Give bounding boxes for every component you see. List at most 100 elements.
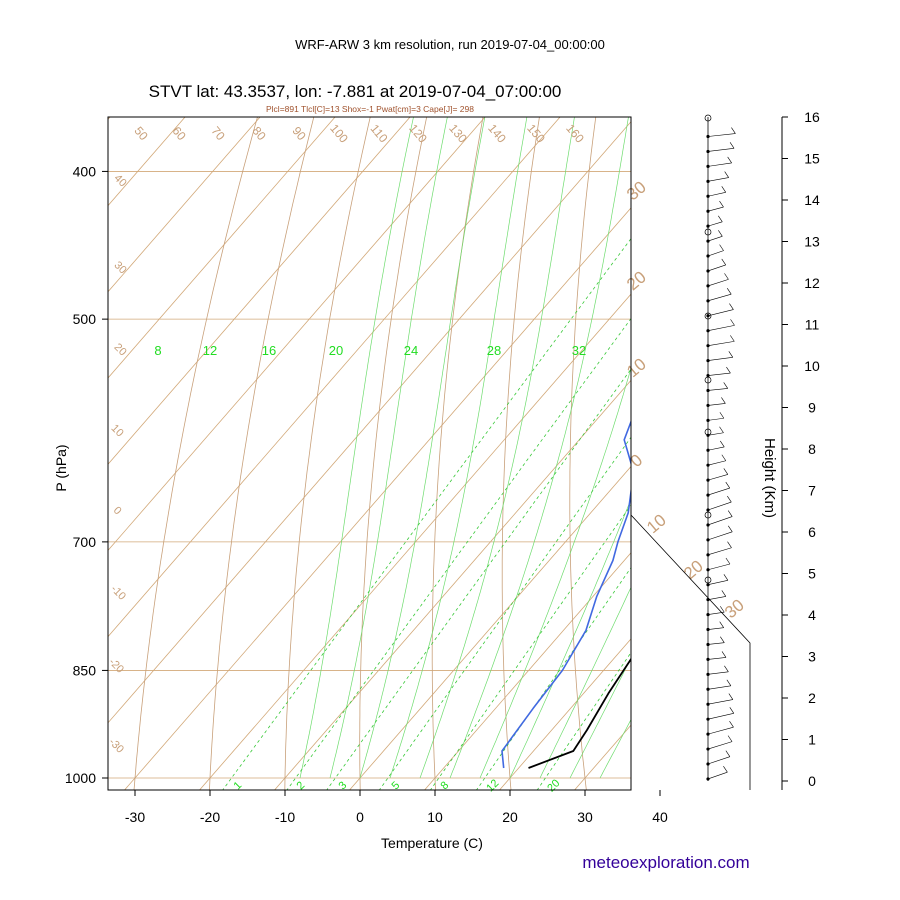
isotherm-label: -20	[106, 656, 126, 676]
wind-barb	[706, 621, 724, 632]
wind-barb-dot	[706, 747, 710, 751]
dry-adiabat-line	[820, 0, 900, 810]
moist-adiabat-line	[389, 117, 528, 779]
dry-adiabat-label: 120	[406, 121, 430, 146]
wind-barb	[706, 127, 736, 139]
wind-barb-flag	[726, 288, 732, 295]
wind-barb-staff	[707, 501, 732, 511]
wind-barb-staff	[707, 516, 733, 526]
wind-barb-flag	[730, 335, 735, 342]
wind-barb-dot	[706, 612, 710, 617]
isotherm-label: 30	[721, 595, 748, 622]
wind-barb	[706, 142, 735, 154]
y-axis-title: P (hPa)	[53, 444, 69, 491]
isotherm-line	[108, 117, 561, 638]
wind-barb-flag	[720, 636, 725, 643]
wind-barb-staff	[707, 741, 733, 750]
wind-barb-staff	[707, 685, 731, 690]
moist-adiabat-line	[569, 657, 631, 779]
wind-barb	[706, 750, 731, 766]
wind-barb	[706, 288, 732, 303]
x-tick-label: -10	[275, 809, 295, 825]
height-tick-label: 7	[808, 483, 816, 499]
dry-adiabat-line	[431, 117, 484, 790]
wind-barb-staff	[707, 147, 735, 152]
wind-barb-flag	[719, 426, 724, 433]
isotherm-label: 20	[112, 341, 129, 358]
dry-adiabat-line	[209, 117, 315, 790]
dry-adiabat-line	[635, 0, 854, 810]
wind-barb	[706, 766, 728, 781]
wind-barb-staff	[707, 531, 733, 541]
dry-adiabat-label: 80	[249, 124, 269, 143]
x-tick-label: 0	[356, 809, 364, 825]
moist-adiabat-label: 32	[572, 343, 586, 358]
wind-barb	[706, 735, 733, 751]
wind-barb-staff	[707, 264, 726, 272]
calm-wind-circle	[704, 511, 712, 519]
wind-barb-staff	[707, 325, 735, 332]
y-tick-label: 850	[73, 662, 97, 678]
wind-barb	[706, 693, 734, 706]
wind-barb-flag	[718, 215, 723, 222]
wind-barb	[706, 495, 732, 512]
isotherm-label: -30	[106, 736, 126, 756]
wind-barb	[706, 200, 724, 213]
wind-barb-flag	[725, 481, 731, 489]
y-tick-label: 400	[73, 163, 97, 179]
dry-adiabat-line	[699, 0, 893, 810]
isotherm-line	[108, 121, 631, 724]
wind-barb-flag	[729, 303, 734, 310]
wind-barb-staff	[707, 250, 724, 257]
wind-barb-flag	[726, 679, 732, 687]
wind-barb-flag	[721, 590, 727, 597]
wind-barb	[706, 510, 733, 527]
wind-barb	[706, 636, 725, 647]
height-tick-label: 9	[808, 400, 816, 416]
wind-barb-dot	[706, 553, 710, 557]
height-axis-title: Height (Km)	[761, 438, 778, 518]
wind-barb-staff	[707, 596, 726, 600]
wind-barb-staff	[707, 432, 724, 436]
wind-barb-flag	[719, 621, 724, 628]
dry-adiabat-line	[133, 117, 258, 790]
axes: 1001502002503004005007008501000-30-20-10…	[65, 163, 668, 825]
wind-barb-flag	[723, 468, 729, 475]
wind-barb-dot	[706, 717, 710, 721]
mixing-ratio-line	[286, 317, 631, 790]
isotherm-label: 40	[112, 172, 129, 189]
moist-adiabat-label: 20	[329, 343, 343, 358]
wind-barb-staff	[707, 177, 729, 182]
isotherm-label: -10	[108, 583, 128, 603]
wind-barb-staff	[707, 357, 733, 361]
isotherm-line	[349, 465, 631, 790]
wind-barb-staff	[707, 372, 731, 376]
wind-barb-staff	[707, 474, 728, 481]
mixing-ratio-line	[378, 436, 631, 790]
isotherm-line	[108, 117, 111, 120]
wind-barb-flag	[721, 651, 727, 658]
wind-barb-flag	[728, 693, 734, 700]
wind-barb-staff	[707, 309, 734, 317]
wind-barb-staff	[707, 403, 726, 406]
wind-barb	[706, 606, 725, 617]
mixing-ratio-line	[326, 368, 631, 790]
wind-barb-flag	[718, 230, 723, 237]
wind-barb-flag	[724, 273, 729, 280]
wind-barb-dot	[706, 687, 710, 691]
x-tick-label: 20	[502, 809, 518, 825]
wind-barb	[706, 156, 732, 168]
wind-barb-staff	[707, 162, 732, 167]
dry-adiabat-label: 100	[327, 121, 351, 146]
moist-adiabat-label: 28	[487, 343, 501, 358]
isotherm-line	[124, 207, 631, 790]
isotherm-line	[632, 0, 900, 810]
mixing-ratio-label: 20	[545, 777, 562, 794]
plot-frame	[107, 116, 632, 791]
credit-text: meteoexploration.com	[582, 853, 749, 872]
moist-adiabat-line	[479, 366, 631, 779]
isotherm-label: 10	[643, 510, 670, 537]
wind-barb	[706, 426, 724, 437]
